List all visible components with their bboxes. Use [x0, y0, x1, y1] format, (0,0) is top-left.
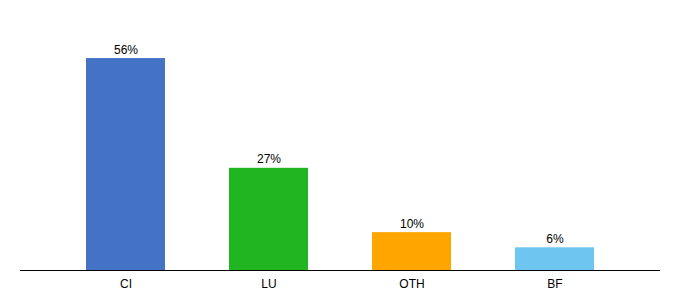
svg-text:BF: BF [547, 277, 562, 291]
svg-text:56%: 56% [114, 43, 138, 57]
svg-text:LU: LU [261, 277, 276, 291]
svg-text:6%: 6% [546, 232, 564, 246]
svg-text:OTH: OTH [399, 277, 424, 291]
svg-text:10%: 10% [400, 217, 424, 231]
svg-text:CI: CI [120, 277, 132, 291]
svg-text:27%: 27% [257, 152, 281, 166]
